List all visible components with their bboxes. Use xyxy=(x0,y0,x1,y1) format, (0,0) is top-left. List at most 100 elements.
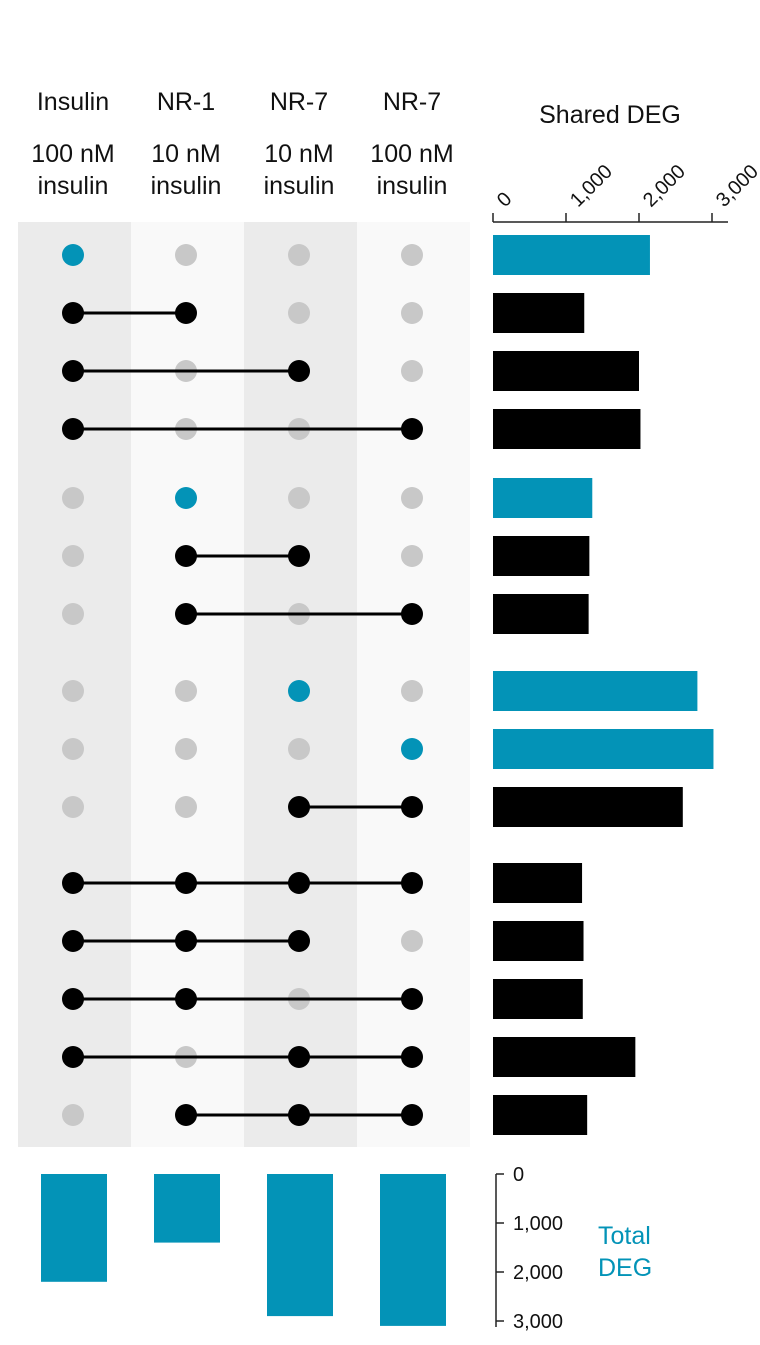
shared-deg-bar-3 xyxy=(493,351,639,391)
active-dot-row13-col1 xyxy=(62,988,84,1010)
column-headers: Insulin 100 nM insulin NR-1 10 nM insulin NR-7… xyxy=(31,88,453,200)
total-axis-tick-label-2: 1,000 xyxy=(513,1213,563,1235)
total-axis-tick-label-3: 2,000 xyxy=(513,1262,563,1284)
shared-axis-tick-label-2: 1,000 xyxy=(566,161,617,212)
active-dot-row3-col3 xyxy=(288,360,310,382)
shared-deg-bar-10 xyxy=(493,787,683,827)
shared-deg-bar-11 xyxy=(493,863,583,903)
active-dot-row10-col4 xyxy=(401,796,423,818)
active-dot-row11-col4 xyxy=(401,872,423,894)
inactive-dot-row12-col4 xyxy=(401,930,423,952)
total-deg-axis-title-line1: Total xyxy=(598,1222,651,1250)
active-dot-row13-col2 xyxy=(175,988,197,1010)
active-dot-row12-col3 xyxy=(288,930,310,952)
active-dot-row7-col2 xyxy=(175,603,197,625)
inactive-dot-row8-col4 xyxy=(401,680,423,702)
inactive-dot-row6-col4 xyxy=(401,545,423,567)
active-dot-row2-col2 xyxy=(175,302,197,324)
active-dot-row6-col3 xyxy=(288,545,310,567)
inactive-dot-row2-col3 xyxy=(288,302,310,324)
column-header-line1-1: 100 nM xyxy=(31,140,114,168)
shared-deg-bar-13 xyxy=(493,979,583,1019)
active-dot-row12-col1 xyxy=(62,930,84,952)
column-header-line1-4: 100 nM xyxy=(370,140,453,168)
shared-deg-bar-8 xyxy=(493,671,698,711)
active-dot-row5-col2 xyxy=(175,487,197,509)
shared-deg-bar-15 xyxy=(493,1095,588,1135)
inactive-dot-row15-col1 xyxy=(62,1104,84,1126)
inactive-dot-row1-col4 xyxy=(401,244,423,266)
inactive-dot-row8-col2 xyxy=(175,680,197,702)
total-deg-bar-2 xyxy=(154,1174,220,1243)
active-dot-row4-col4 xyxy=(401,418,423,440)
active-dot-row14-col4 xyxy=(401,1046,423,1068)
active-dot-row12-col2 xyxy=(175,930,197,952)
shared-deg-bar-9 xyxy=(493,729,714,769)
shared-deg-bar-1 xyxy=(493,235,650,275)
active-dot-row9-col4 xyxy=(401,738,423,760)
column-header-line2-3: insulin xyxy=(264,172,335,200)
column-bands xyxy=(18,222,470,1147)
inactive-dot-row2-col4 xyxy=(401,302,423,324)
shared-deg-bar-14 xyxy=(493,1037,636,1077)
inactive-dot-row9-col3 xyxy=(288,738,310,760)
inactive-dot-row3-col4 xyxy=(401,360,423,382)
total-deg-bar-3 xyxy=(267,1174,333,1317)
total-axis-tick-label-1: 0 xyxy=(513,1164,524,1186)
column-header-name-1: Insulin xyxy=(37,88,109,116)
active-dot-row1-col1 xyxy=(62,244,84,266)
intersection-matrix xyxy=(62,244,423,1126)
column-header-line2-2: insulin xyxy=(151,172,222,200)
active-dot-row10-col3 xyxy=(288,796,310,818)
active-dot-row7-col4 xyxy=(401,603,423,625)
shared-deg-bar-4 xyxy=(493,409,641,449)
shared-axis-tick-label-1: 0 xyxy=(493,188,516,211)
inactive-dot-row10-col2 xyxy=(175,796,197,818)
column-header-line1-3: 10 nM xyxy=(264,140,333,168)
inactive-dot-row5-col4 xyxy=(401,487,423,509)
active-dot-row11-col1 xyxy=(62,872,84,894)
inactive-dot-row8-col1 xyxy=(62,680,84,702)
column-header-name-3: NR-7 xyxy=(270,88,328,116)
total-deg-bar-1 xyxy=(41,1174,107,1282)
active-dot-row13-col4 xyxy=(401,988,423,1010)
shared-deg-bar-7 xyxy=(493,594,589,634)
active-dot-row14-col3 xyxy=(288,1046,310,1068)
shared-deg-bar-2 xyxy=(493,293,585,333)
column-header-name-2: NR-1 xyxy=(157,88,215,116)
inactive-dot-row9-col1 xyxy=(62,738,84,760)
active-dot-row15-col2 xyxy=(175,1104,197,1126)
total-deg-axis-title-line2: DEG xyxy=(598,1254,652,1282)
column-header-line2-1: insulin xyxy=(38,172,109,200)
column-header-name-4: NR-7 xyxy=(383,88,441,116)
active-dot-row15-col4 xyxy=(401,1104,423,1126)
inactive-dot-row5-col1 xyxy=(62,487,84,509)
active-dot-row4-col1 xyxy=(62,418,84,440)
inactive-dot-row5-col3 xyxy=(288,487,310,509)
shared-deg-bars xyxy=(493,235,714,1135)
inactive-dot-row6-col1 xyxy=(62,545,84,567)
inactive-dot-row9-col2 xyxy=(175,738,197,760)
active-dot-row14-col1 xyxy=(62,1046,84,1068)
shared-deg-axis-title: Shared DEG xyxy=(539,101,681,129)
total-deg-axis: Total DEG 0 1,000 2,000 3,000 xyxy=(495,1164,652,1333)
inactive-dot-row7-col1 xyxy=(62,603,84,625)
shared-axis-tick-label-3: 2,000 xyxy=(639,161,690,212)
shared-axis-tick-label-4: 3,000 xyxy=(712,161,760,212)
column-header-line1-2: 10 nM xyxy=(151,140,220,168)
active-dot-row2-col1 xyxy=(62,302,84,324)
inactive-dot-row10-col1 xyxy=(62,796,84,818)
active-dot-row15-col3 xyxy=(288,1104,310,1126)
active-dot-row11-col2 xyxy=(175,872,197,894)
total-deg-bar-4 xyxy=(380,1174,446,1326)
shared-deg-bar-6 xyxy=(493,536,590,576)
total-axis-tick-label-4: 3,000 xyxy=(513,1311,563,1333)
shared-deg-bar-12 xyxy=(493,921,584,961)
active-dot-row6-col2 xyxy=(175,545,197,567)
shared-deg-bar-5 xyxy=(493,478,593,518)
active-dot-row3-col1 xyxy=(62,360,84,382)
inactive-dot-row1-col2 xyxy=(175,244,197,266)
shared-deg-axis: Shared DEG 0 1,000 2,000 3,000 xyxy=(492,101,760,223)
total-deg-bars xyxy=(41,1174,446,1326)
